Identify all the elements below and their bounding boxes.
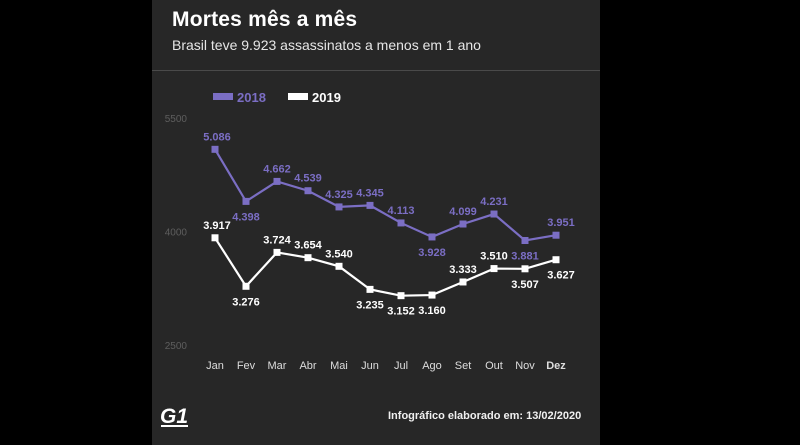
data-point: [366, 285, 374, 293]
x-tick-label: Mar: [268, 360, 287, 372]
data-label: 4.325: [325, 189, 353, 201]
series-line-2018: [214, 148, 557, 242]
data-point: [273, 177, 281, 185]
data-point: [335, 262, 343, 270]
data-point: [242, 282, 250, 290]
data-label: 3.152: [387, 306, 415, 318]
legend-swatch: [288, 93, 308, 100]
data-label: 4.662: [263, 163, 291, 175]
data-label: 3.881: [511, 251, 539, 263]
data-point: [552, 256, 560, 264]
data-point: [273, 248, 281, 256]
data-label: 3.510: [480, 251, 508, 263]
x-tick-label: Ago: [422, 360, 442, 372]
data-label: 3.507: [511, 279, 539, 291]
x-tick-label: Set: [455, 360, 472, 372]
data-label: 4.231: [480, 196, 508, 208]
x-tick-label: Jul: [394, 360, 408, 372]
chart-subtitle: Brasil teve 9.923 assassinatos a menos e…: [172, 37, 481, 53]
header-divider: [152, 70, 600, 71]
data-point: [366, 201, 374, 209]
g1-logo: G1: [160, 405, 189, 428]
data-point: [490, 210, 498, 218]
data-label: 3.951: [547, 217, 575, 229]
data-label: 3.160: [418, 305, 446, 317]
data-label: 4.113: [388, 205, 415, 217]
data-label: 4.345: [356, 187, 384, 199]
data-point: [428, 291, 436, 299]
data-point: [459, 278, 467, 286]
data-point: [242, 197, 250, 205]
legend-label: 2018: [237, 90, 266, 105]
data-label: 3.724: [263, 234, 291, 246]
data-label: 4.539: [294, 173, 322, 185]
legend-label: 2019: [312, 90, 341, 105]
x-tick-label: Abr: [299, 360, 316, 372]
data-point: [211, 145, 219, 153]
data-label: 3.627: [547, 270, 575, 282]
legend-swatch: [213, 93, 233, 100]
data-point: [552, 231, 560, 239]
x-tick-label: Out: [485, 360, 503, 372]
data-point: [335, 203, 343, 211]
data-label: 5.086: [203, 131, 231, 143]
data-point: [304, 187, 312, 195]
chart-card: [152, 0, 600, 445]
data-point: [304, 254, 312, 262]
data-label: 3.540: [325, 248, 353, 260]
data-label: 3.654: [294, 240, 322, 252]
series-line-2019: [214, 237, 557, 297]
x-tick-label: Mai: [330, 360, 348, 372]
data-label: 4.398: [232, 211, 260, 223]
data-label: 3.235: [356, 299, 384, 311]
data-label: 3.333: [449, 264, 477, 276]
chart-title: Mortes mês a mês: [172, 8, 358, 31]
x-tick-label: Jun: [361, 360, 379, 372]
infographic-credit: Infográfico elaborado em: 13/02/2020: [388, 410, 582, 422]
x-tick-label: Jan: [206, 360, 224, 372]
data-point: [211, 234, 219, 242]
x-tick-label: Dez: [546, 360, 566, 372]
data-point: [397, 219, 405, 227]
data-point: [428, 233, 436, 241]
data-label: 4.099: [449, 206, 477, 218]
data-label: 3.276: [232, 296, 260, 308]
data-point: [521, 237, 529, 245]
data-point: [459, 220, 467, 228]
x-tick-label: Nov: [515, 360, 535, 372]
data-label: 3.917: [203, 220, 231, 232]
data-point: [521, 265, 529, 273]
data-point: [490, 265, 498, 273]
data-label: 3.928: [418, 247, 446, 259]
data-point: [397, 292, 405, 300]
y-tick-label: 2500: [165, 341, 188, 352]
x-tick-label: Fev: [237, 360, 256, 372]
y-tick-label: 5500: [165, 114, 188, 125]
y-tick-label: 4000: [165, 228, 188, 239]
